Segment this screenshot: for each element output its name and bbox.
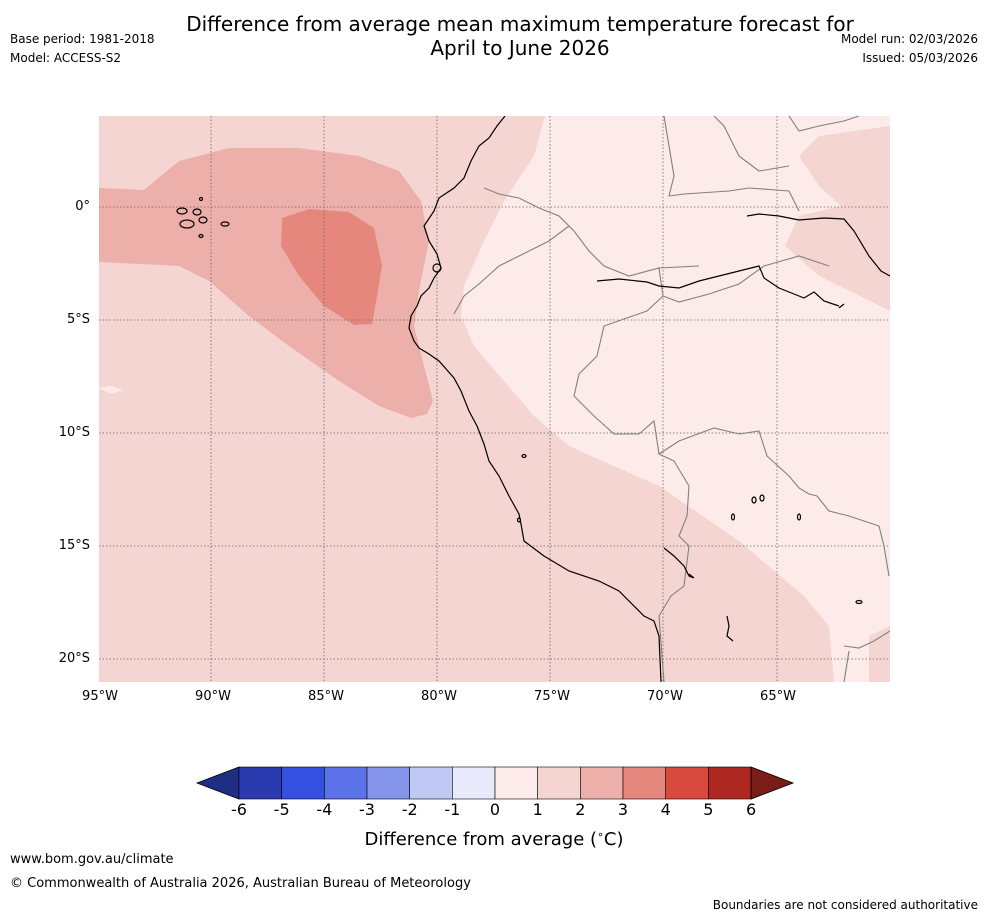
colorbar-tick: -5 xyxy=(273,800,290,819)
colorbar-tick: -2 xyxy=(401,800,418,819)
colorbar-tick: 5 xyxy=(703,800,714,819)
colorbar-tick: 0 xyxy=(489,800,501,819)
footer-copyright: © Commonwealth of Australia 2026, Austra… xyxy=(10,876,471,891)
coastline xyxy=(176,116,890,682)
degree-symbol: ∘ xyxy=(597,828,604,841)
lon-label-85w: 85°W xyxy=(308,689,344,704)
meta-right: Model run: 02/03/2026 Issued: 05/03/2026 xyxy=(841,30,978,68)
colorbar xyxy=(195,766,795,800)
colorbar-swatch xyxy=(238,766,282,800)
colorbar-swatch xyxy=(409,766,453,800)
colorbar-swatch xyxy=(494,766,538,800)
colorbar-swatch xyxy=(281,766,325,800)
issued-date: Issued: 05/03/2026 xyxy=(862,51,978,65)
colorbar-tick: 1 xyxy=(532,800,543,819)
footer-disclaimer: Boundaries are not considered authoritat… xyxy=(712,898,978,912)
colorbar-tick: -6 xyxy=(231,800,247,819)
anomaly-zone-3-4 xyxy=(281,209,382,325)
colorbar-swatch xyxy=(537,766,581,800)
colorbar-extend-low xyxy=(195,766,240,800)
colorbar-tick: 4 xyxy=(660,800,671,819)
colorbar-tick: -1 xyxy=(444,800,461,819)
colorbar-tick: 6 xyxy=(745,800,757,819)
colorbar-swatch xyxy=(622,766,666,800)
colorbar-tick: 3 xyxy=(617,800,629,819)
colorbar-tick: -3 xyxy=(359,800,375,819)
colorbar-swatch xyxy=(452,766,496,800)
title-line-2: April to June 2026 xyxy=(430,36,610,60)
colorbar-tick: -4 xyxy=(316,800,333,819)
base-period: Base period: 1981-2018 xyxy=(10,32,155,46)
lat-label-15s: 15°S xyxy=(58,538,90,553)
model-name: Model: ACCESS-S2 xyxy=(10,51,122,65)
colorbar-label: Difference from average (∘C) xyxy=(0,828,988,850)
gridlines xyxy=(99,116,890,682)
colorbar-swatch xyxy=(708,766,752,800)
anomaly-zone-0-1-small xyxy=(99,386,123,394)
lon-label-80w: 80°W xyxy=(421,689,457,704)
lat-label-20s: 20°S xyxy=(58,651,90,666)
colorbar-swatch xyxy=(324,766,368,800)
lon-label-65w: 65°W xyxy=(760,689,796,704)
lat-label-0: 0° xyxy=(75,199,90,214)
footer-url: www.bom.gov.au/climate xyxy=(10,852,174,867)
colorbar-swatch xyxy=(665,766,709,800)
anomaly-zone-0-1 xyxy=(461,116,890,682)
colorbar-extend-high xyxy=(750,766,795,800)
lon-label-75w: 75°W xyxy=(534,689,570,704)
meta-left: Base period: 1981-2018 Model: ACCESS-S2 xyxy=(10,30,155,68)
forecast-map xyxy=(99,116,890,682)
colorbar-swatch xyxy=(366,766,410,800)
lat-label-10s: 10°S xyxy=(58,425,90,440)
lon-label-90w: 90°W xyxy=(195,689,231,704)
lon-label-70w: 70°W xyxy=(647,689,683,704)
colorbar-tick: 2 xyxy=(575,800,586,819)
colorbar-label-unit: C) xyxy=(603,829,624,850)
colorbar-label-text: Difference from average ( xyxy=(364,829,598,850)
lat-label-5s: 5°S xyxy=(66,312,90,327)
model-run: Model run: 02/03/2026 xyxy=(840,32,978,46)
lon-label-95w: 95°W xyxy=(82,689,118,704)
chart-title: Difference from average mean maximum tem… xyxy=(0,12,988,60)
country-borders xyxy=(453,116,890,682)
colorbar-swatch xyxy=(580,766,624,800)
title-line-1: Difference from average mean maximum tem… xyxy=(186,12,854,36)
